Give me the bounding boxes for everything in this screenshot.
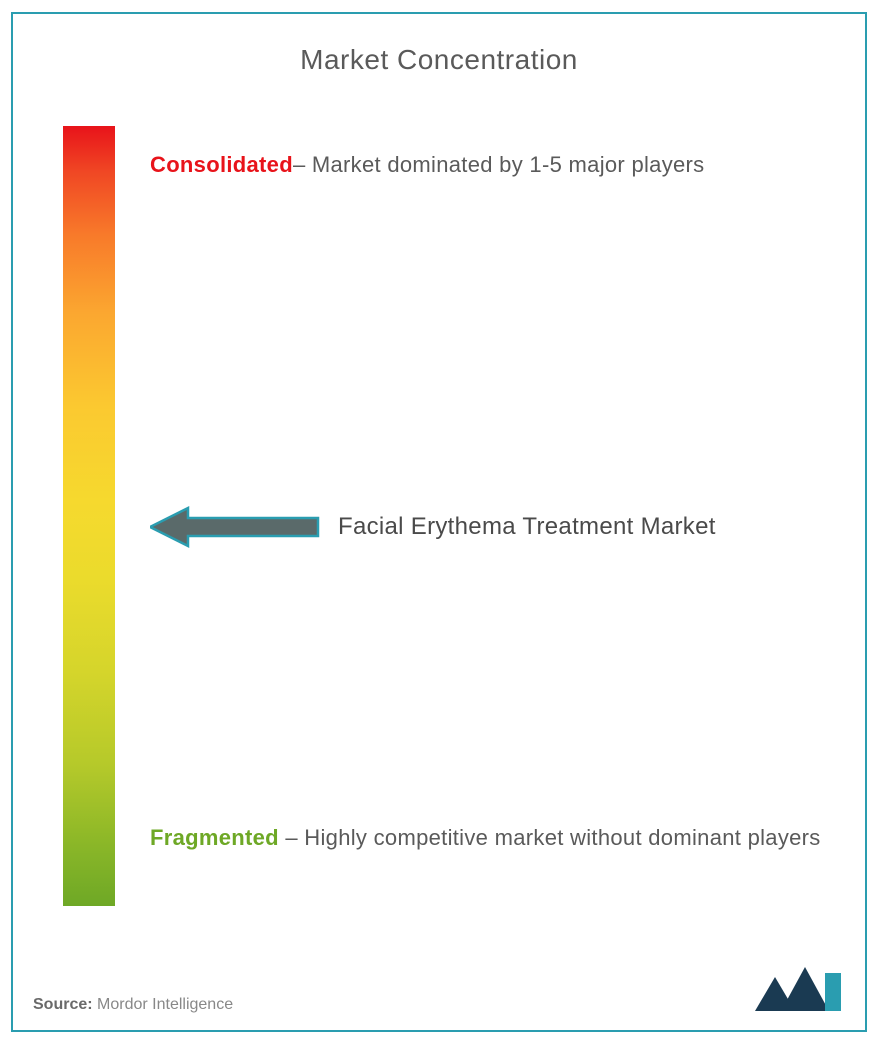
source-name: Mordor Intelligence: [97, 996, 233, 1013]
source-attribution: Source: Mordor Intelligence: [33, 996, 233, 1014]
concentration-gradient-bar: [63, 126, 115, 906]
content-area: Consolidated– Market dominated by 1-5 ma…: [33, 126, 845, 946]
market-name: Facial Erythema Treatment Market: [338, 513, 716, 541]
source-label: Source:: [33, 996, 93, 1013]
fragmented-desc: – Highly competitive market without domi…: [279, 825, 821, 850]
consolidated-text: Consolidated– Market dominated by 1-5 ma…: [150, 141, 825, 189]
text-area: Consolidated– Market dominated by 1-5 ma…: [115, 126, 845, 946]
consolidated-desc: – Market dominated by 1-5 major players: [293, 152, 705, 177]
chart-title: Market Concentration: [33, 44, 845, 76]
fragmented-description: Fragmented – Highly competitive market w…: [150, 814, 825, 862]
arrow-left-icon: [150, 504, 320, 550]
market-position-indicator: Facial Erythema Treatment Market: [150, 504, 716, 550]
mordor-logo-icon: [755, 963, 841, 1016]
consolidated-label: Consolidated: [150, 152, 293, 177]
infographic-frame: Market Concentration Consolidated– Marke…: [11, 12, 867, 1032]
fragmented-text: Fragmented – Highly competitive market w…: [150, 814, 825, 862]
consolidated-description: Consolidated– Market dominated by 1-5 ma…: [150, 141, 825, 189]
fragmented-label: Fragmented: [150, 825, 279, 850]
